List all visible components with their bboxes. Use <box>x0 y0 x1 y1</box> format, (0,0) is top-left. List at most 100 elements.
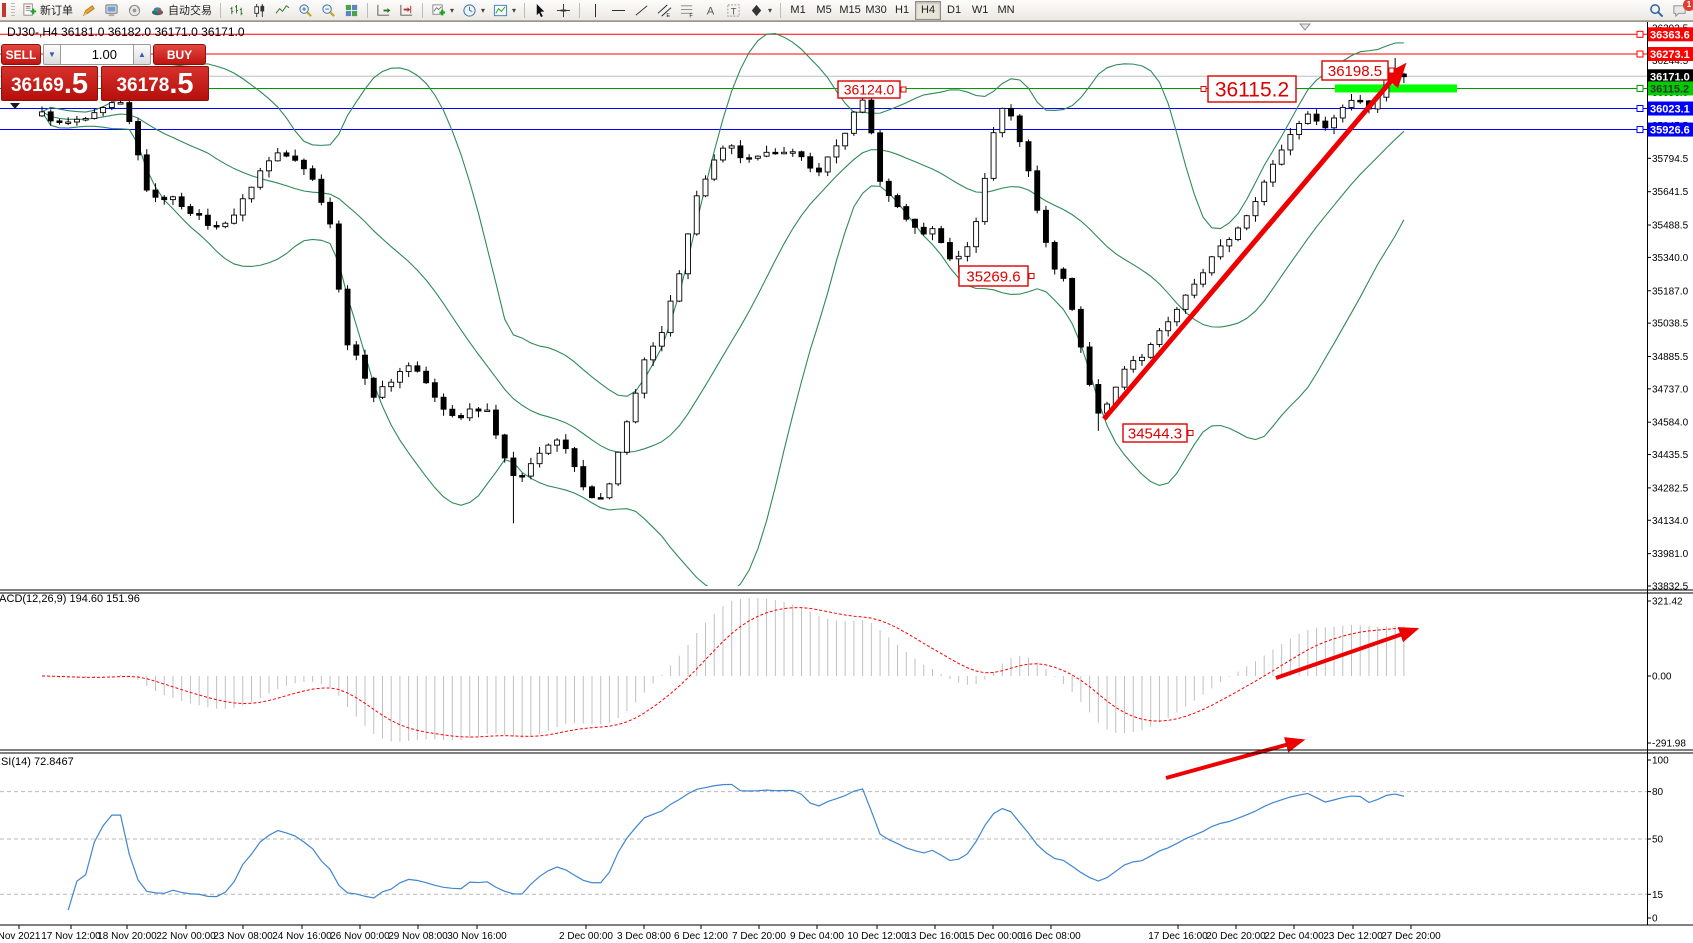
channel-tool-button[interactable]: E <box>653 1 676 20</box>
autotrading-icon <box>151 6 164 15</box>
sell-button[interactable]: SELL <box>1 44 41 65</box>
cursor-icon <box>536 3 545 17</box>
svg-text:33981.0: 33981.0 <box>1652 549 1689 560</box>
text-label-icon: T <box>727 3 740 17</box>
chart-shift-marker[interactable] <box>1298 23 1312 31</box>
volume-input[interactable]: 1.00 <box>61 44 133 65</box>
separator <box>579 2 581 18</box>
line-chart-button[interactable] <box>271 1 294 20</box>
chart-shift-button[interactable] <box>395 1 418 20</box>
tf-m30-button[interactable]: M30 <box>863 1 889 20</box>
tf-d1-button[interactable]: D1 <box>941 1 967 20</box>
shapes-dropdown[interactable]: ▾ <box>745 1 776 20</box>
auto-scroll-button[interactable] <box>372 1 395 20</box>
tf-mn-button[interactable]: MN <box>993 1 1019 20</box>
svg-text:34435.5: 34435.5 <box>1652 450 1689 461</box>
tf-m15-button[interactable]: M15 <box>837 1 863 20</box>
svg-text:36244.5: 36244.5 <box>1652 56 1689 67</box>
crosshair-icon <box>556 3 571 17</box>
bar-chart-button[interactable] <box>225 1 248 20</box>
bollinger-bands <box>41 32 1405 586</box>
crayon-button[interactable] <box>77 1 100 20</box>
print-preview-button[interactable] <box>100 1 123 20</box>
new-chart-dropdown[interactable]: ▾ <box>427 1 458 20</box>
candlestick-button[interactable] <box>248 1 271 20</box>
svg-text:36273.1: 36273.1 <box>1650 49 1690 61</box>
separator <box>367 2 368 18</box>
tf-h4-button[interactable]: H4 <box>915 0 942 20</box>
zoom-out-icon <box>322 3 335 17</box>
crosshair-tool-button[interactable] <box>552 1 575 20</box>
label-tool-button[interactable]: T <box>722 1 745 20</box>
indicators-icon <box>493 4 508 16</box>
zoom-out-button[interactable] <box>317 1 340 20</box>
buy-price-display[interactable]: 36178.5 <box>101 66 209 101</box>
svg-text:18 Nov 20:00: 18 Nov 20:00 <box>97 931 157 942</box>
broadcast-button[interactable] <box>123 1 146 20</box>
green-highlight-bar[interactable] <box>1335 84 1457 93</box>
clipped-window-icon <box>2 3 6 17</box>
new-order-icon <box>23 2 37 16</box>
sell-price-display[interactable]: 36169.5 <box>1 66 98 101</box>
svg-text:3 Dec 08:00: 3 Dec 08:00 <box>617 931 671 942</box>
price-callouts[interactable]: 36124.0 36115.2 36198.5 35269.6 34544.3 <box>837 60 1395 443</box>
separator <box>422 2 423 18</box>
svg-text:35187.0: 35187.0 <box>1652 286 1689 297</box>
search-button[interactable] <box>1645 1 1668 20</box>
buy-price-main: 36178 <box>116 75 170 96</box>
tf-w1-button[interactable]: W1 <box>967 1 993 20</box>
svg-text:A: A <box>707 5 715 17</box>
svg-text:35269.6: 35269.6 <box>966 268 1020 285</box>
macd-scale: 321.42 0.00 -291.98 <box>1647 597 1686 750</box>
volume-decrease-button[interactable]: ▼ <box>43 44 61 65</box>
chat-button[interactable]: 1 <box>1668 0 1693 20</box>
periods-dropdown[interactable]: ▾ <box>458 1 489 20</box>
text-tool-button[interactable]: A <box>699 1 722 20</box>
svg-text:36198.5: 36198.5 <box>1328 63 1382 80</box>
zoom-in-button[interactable] <box>294 1 317 20</box>
volume-increase-button[interactable]: ▲ <box>133 44 151 65</box>
candlestick-icon <box>254 3 265 17</box>
buy-button[interactable]: BUY <box>153 44 206 65</box>
buy-price-frac: .5 <box>169 68 194 100</box>
svg-text:35340.0: 35340.0 <box>1652 253 1689 264</box>
trend-arrows[interactable] <box>1102 62 1420 780</box>
indicators-dropdown[interactable]: ▾ <box>489 1 520 20</box>
hline-tool-button[interactable] <box>607 1 630 20</box>
arrows-shapes-icon <box>751 4 762 16</box>
toolbar: 新订单 自动交易 <box>0 0 1693 21</box>
svg-text:T: T <box>731 6 737 16</box>
svg-text:13 Dec 16:00: 13 Dec 16:00 <box>905 931 965 942</box>
tf-m5-button[interactable]: M5 <box>811 1 837 20</box>
new-chart-icon <box>432 3 446 15</box>
svg-text:34282.5: 34282.5 <box>1652 483 1689 494</box>
autotrading-button[interactable]: 自动交易 <box>146 1 216 20</box>
fibonacci-tool-button[interactable]: F <box>676 1 699 20</box>
new-order-button[interactable]: 新订单 <box>18 1 77 20</box>
svg-text:15: 15 <box>1652 890 1664 901</box>
cursor-tool-button[interactable] <box>529 1 552 20</box>
svg-text:23 Nov 08:00: 23 Nov 08:00 <box>213 931 273 942</box>
bar-chart-icon <box>230 4 243 15</box>
text-icon: A <box>707 5 715 17</box>
toolbar-grip <box>11 3 15 17</box>
tf-h1-button[interactable]: H1 <box>889 1 915 20</box>
svg-text:0.00: 0.00 <box>1652 672 1672 683</box>
svg-text:2 Dec 00:00: 2 Dec 00:00 <box>559 931 613 942</box>
tile-windows-icon <box>345 4 358 16</box>
trendline-tool-button[interactable] <box>630 1 653 20</box>
tile-windows-button[interactable] <box>340 1 363 20</box>
panel-collapse-arrow[interactable] <box>10 103 20 109</box>
svg-text:27 Dec 20:00: 27 Dec 20:00 <box>1381 931 1441 942</box>
svg-text:35641.5: 35641.5 <box>1652 187 1689 198</box>
macd-indicator <box>41 598 1405 742</box>
tf-m1-button[interactable]: M1 <box>785 1 811 20</box>
fibonacci-icon: F <box>680 4 693 18</box>
vline-tool-button[interactable] <box>584 1 607 20</box>
macd-indicator-label: MACD(12,26,9) 194.60 151.96 <box>0 593 140 605</box>
caret-down-icon: ▾ <box>512 5 517 15</box>
clock-icon <box>463 3 476 17</box>
